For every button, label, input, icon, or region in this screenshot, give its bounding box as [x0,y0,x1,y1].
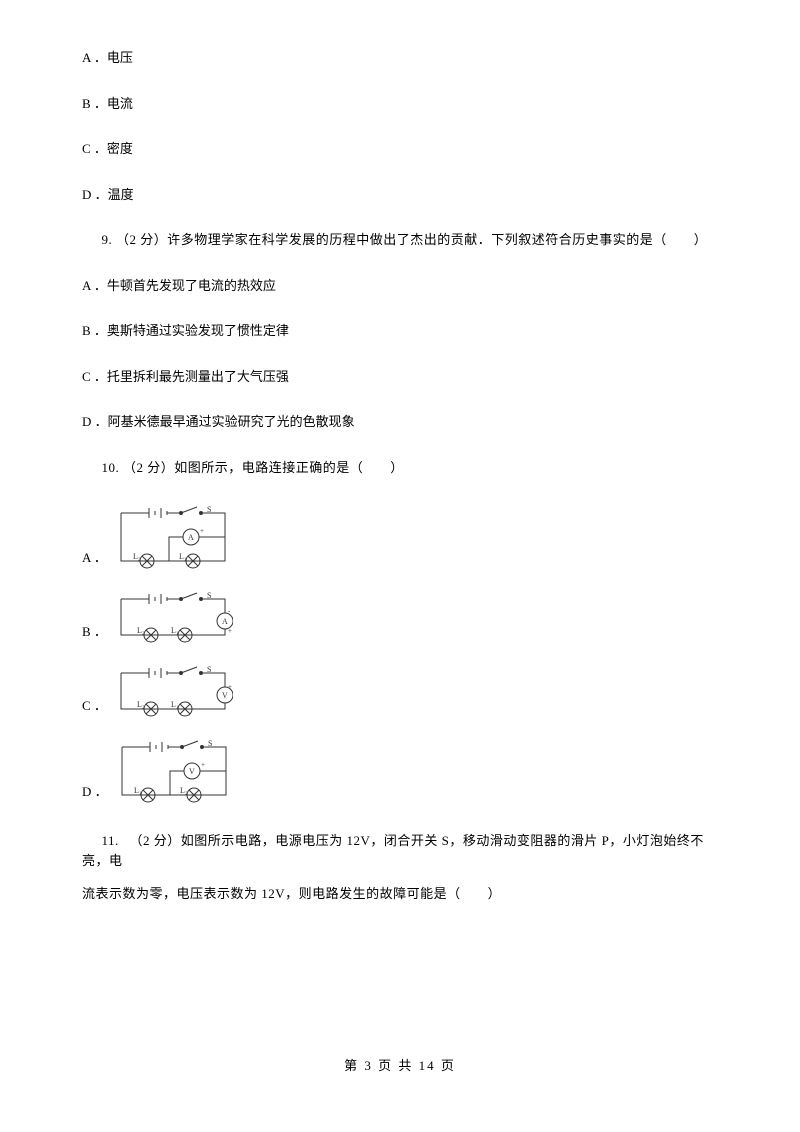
svg-text:+: + [228,627,232,635]
svg-text:S: S [208,739,212,748]
svg-text:-: - [228,607,231,615]
q10-option-a-label: A ． [82,548,107,572]
circuit-diagram-c: S V + L₂ L₁ [113,663,233,719]
svg-text:V: V [189,767,195,776]
svg-text:V: V [222,691,228,700]
q9-option-b: B ．奥斯特通过实验发现了惯性定律 [82,321,718,341]
svg-text:A: A [222,617,228,626]
page-content: A ．电压 B ．电流 C ．密度 D ．温度 9. （2 分）许多物理学家在科… [0,0,800,904]
svg-text:A: A [188,533,194,542]
svg-text:+: + [228,683,232,691]
svg-text:L₂: L₂ [137,700,145,709]
q10-option-b-label: B ． [82,622,107,646]
circuit-diagram-d: S V + L₁ L₂ [114,737,234,805]
circuit-diagram-a: S A + L₂ L₁ [113,503,233,571]
svg-text:L₂: L₂ [180,786,188,795]
q10-option-a-row: A ． [82,503,718,571]
q8-option-c: C ．密度 [82,139,718,159]
svg-text:S: S [207,505,211,514]
circuit-diagram-b: S A - + L₂ L₁ [113,589,233,645]
svg-text:L₂: L₂ [133,552,141,561]
q11-stem-line2: 流表示数为零，电压表示数为 12V，则电路发生的故障可能是（ ） [82,884,718,904]
svg-text:L₂: L₂ [137,626,145,635]
svg-text:S: S [207,665,211,674]
q10-stem: 10. （2 分）如图所示，电路连接正确的是（ ） [82,458,718,478]
q9-option-a: A ．牛顿首先发现了电流的热效应 [82,276,718,296]
svg-text:L₁: L₁ [171,700,179,709]
q8-option-b: B ．电流 [82,94,718,114]
q10-option-c-row: C ． S V [82,663,718,719]
q11-stem-line1: 11. （2 分）如图所示电路，电源电压为 12V，闭合开关 S，移动滑动变阻器… [82,831,718,870]
svg-text:+: + [200,527,204,535]
q9-option-c: C ．托里拆利最先测量出了大气压强 [82,367,718,387]
svg-text:L₁: L₁ [171,626,179,635]
q10-option-d-label: D ． [82,782,108,806]
q9-option-d: D ．阿基米德最早通过实验研究了光的色散现象 [82,412,718,432]
q9-stem: 9. （2 分）许多物理学家在科学发展的历程中做出了杰出的贡献．下列叙述符合历史… [82,230,718,250]
q8-option-d: D ．温度 [82,185,718,205]
svg-text:+: + [201,761,205,769]
q10-option-b-row: B ． [82,589,718,645]
page-footer: 第 3 页 共 14 页 [0,1055,800,1074]
q10-option-d-row: D ． [82,737,718,805]
svg-text:L₁: L₁ [179,552,187,561]
svg-text:S: S [207,591,211,600]
svg-text:L₁: L₁ [134,786,142,795]
q8-option-a: A ．电压 [82,48,718,68]
q10-option-c-label: C ． [82,696,107,720]
